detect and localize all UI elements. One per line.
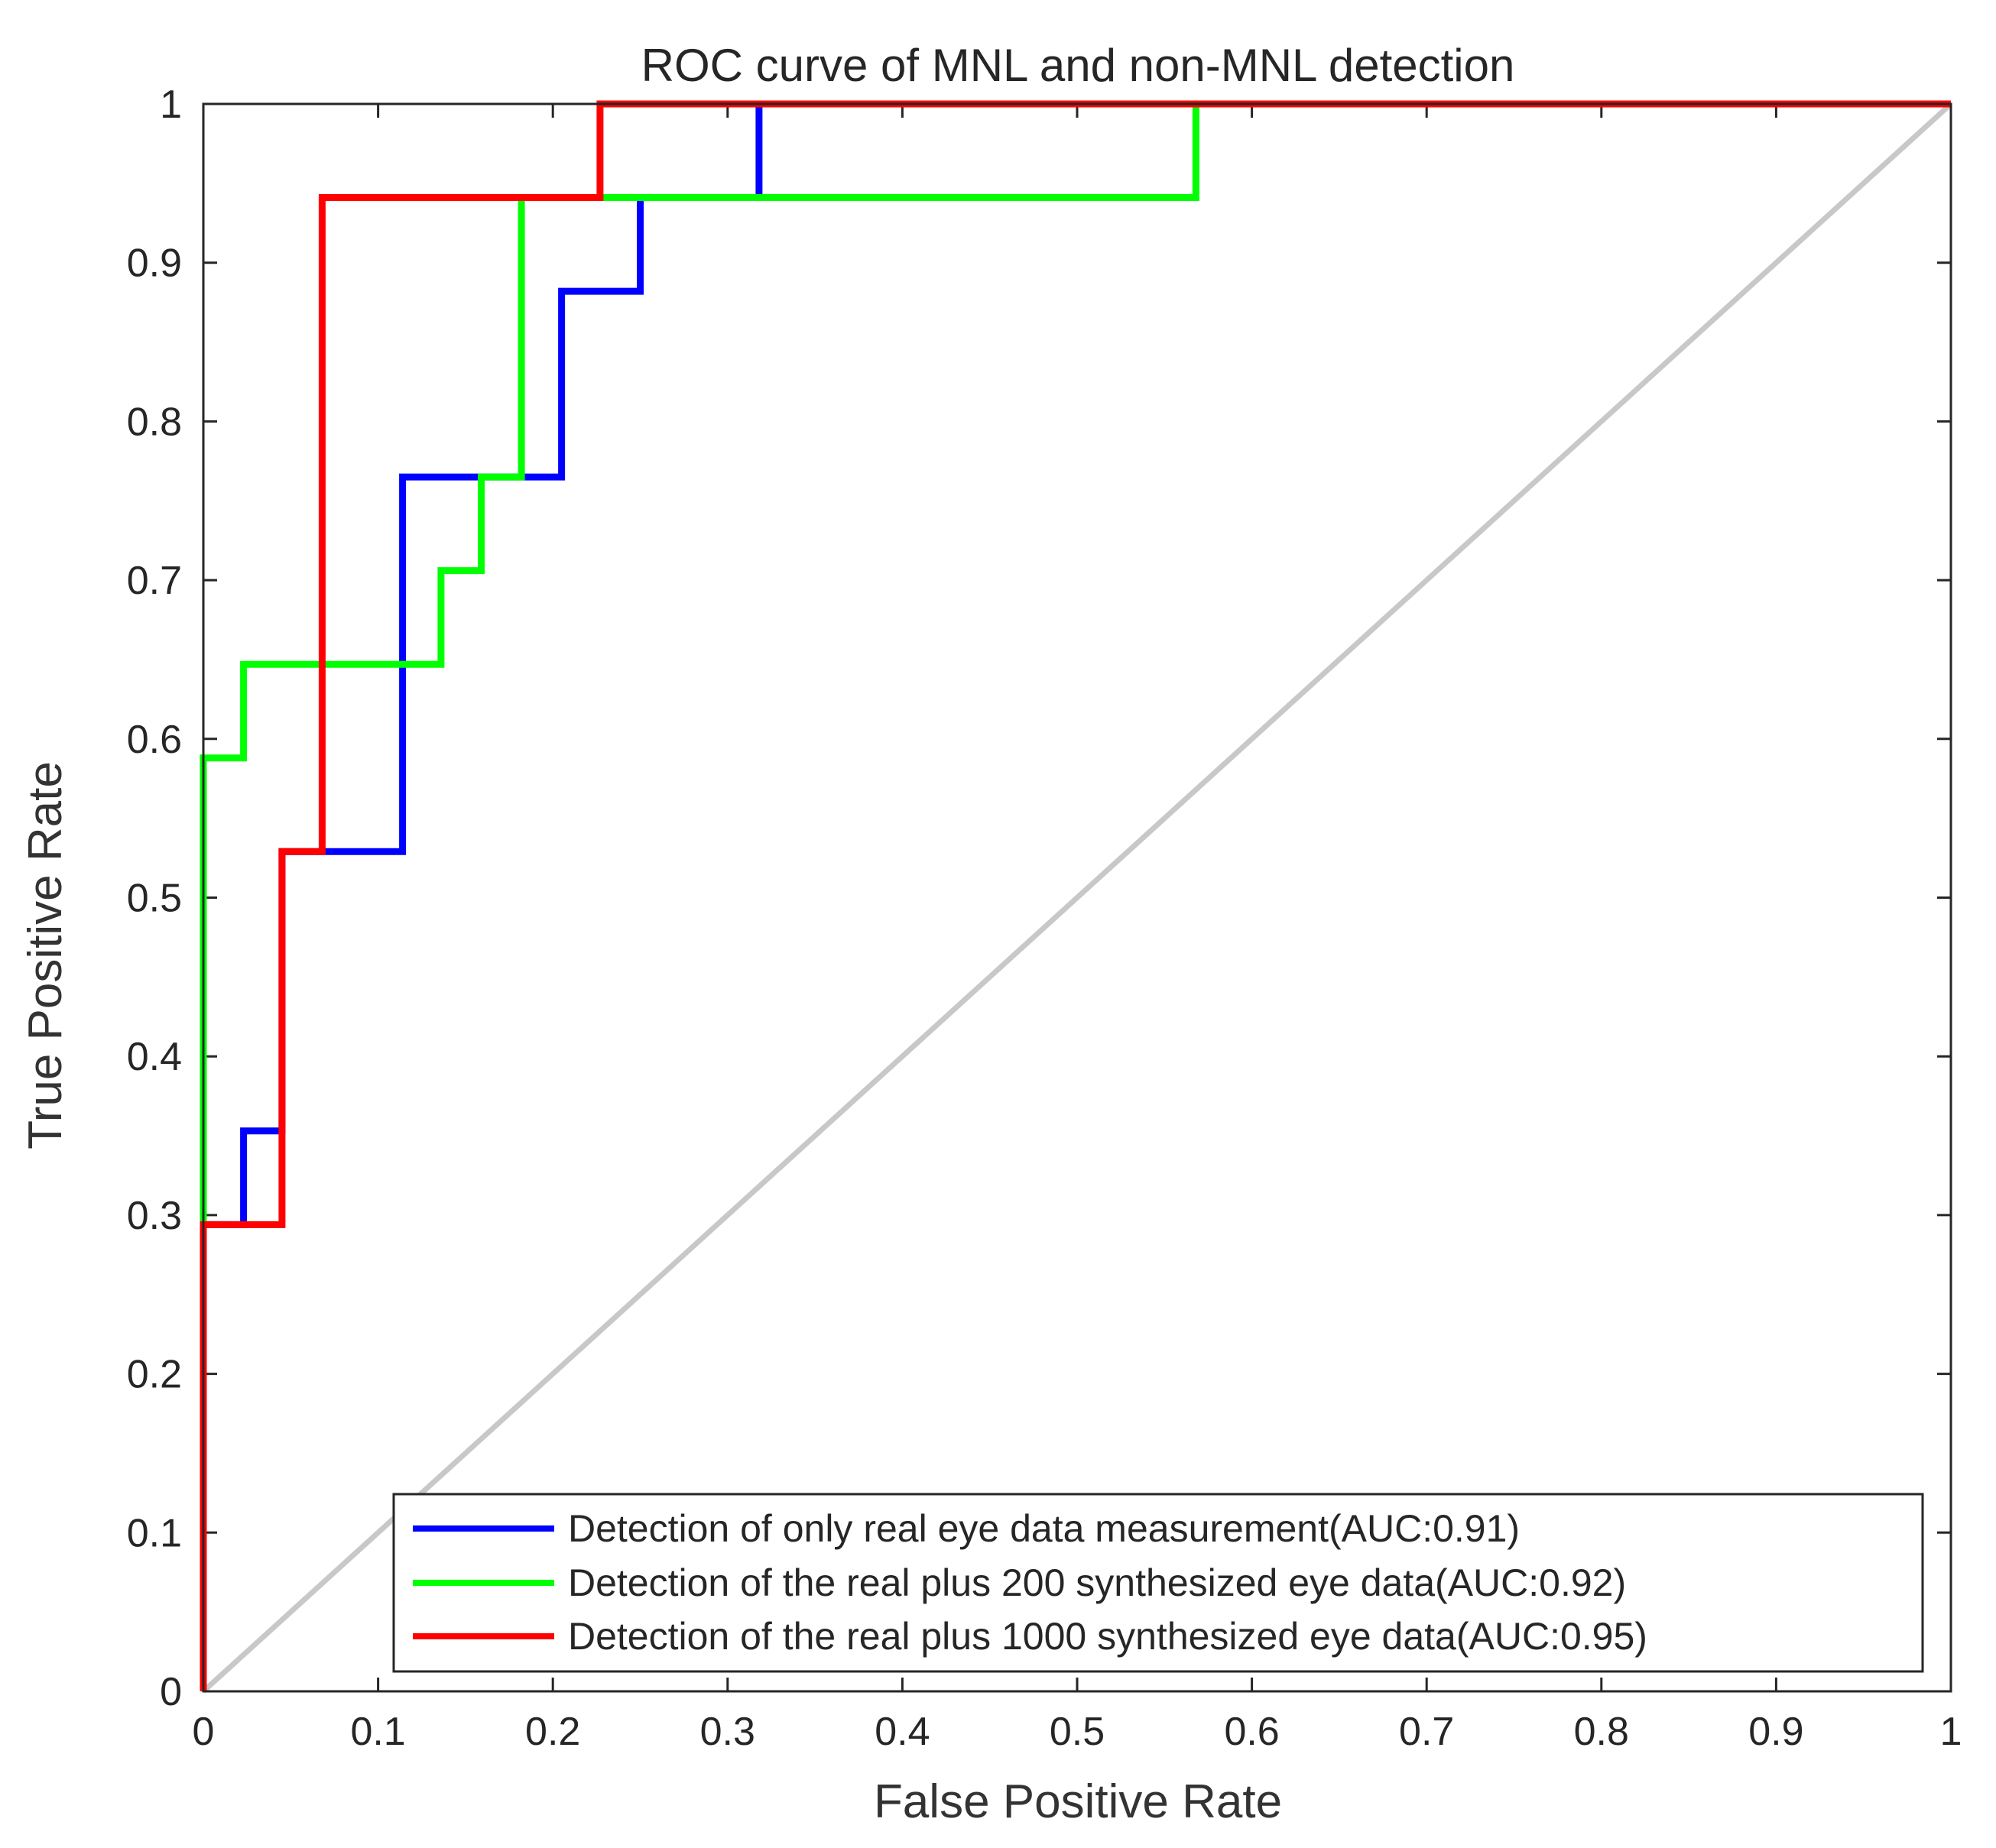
x-tick-label: 0.4 [875,1710,930,1754]
y-tick-label: 0.3 [127,1194,182,1238]
y-tick-label: 0.8 [127,400,182,444]
legend-label-200: Detection of the real plus 200 synthesiz… [568,1561,1626,1604]
x-tick-label: 0.7 [1399,1710,1454,1754]
ticks-layer: 0 0.1 0.2 0.3 0.4 0.5 0.6 0.7 0.8 0.9 1 0 0.1 0.2 0.3 0… [127,83,1962,1754]
chart-title: ROC curve of MNL and non-MNL detection [641,40,1515,91]
x-tick-label: 0.9 [1748,1710,1803,1754]
x-tick-label: 0.2 [525,1710,580,1754]
y-tick-label: 0.1 [127,1511,182,1555]
plot-frame [202,102,1952,1693]
y-tick-label: 0.6 [127,718,182,762]
x-tick-label: 0.1 [350,1710,405,1754]
legend-box [392,1493,1924,1673]
y-tick-label: 0.2 [127,1353,182,1397]
y-tick-label: 0.4 [127,1035,182,1079]
y-tick-label: 1 [160,83,182,127]
y-tick-label: 0.5 [127,877,182,921]
roc-line-real-plus-200 [200,100,1951,1691]
x-tick-label: 1 [1940,1710,1962,1754]
x-tick-label: 0.8 [1574,1710,1629,1754]
x-axis-label: False Positive Rate [874,1775,1282,1828]
series-layer [200,100,1951,1691]
legend-label-real: Detection of only real eye data measurem… [568,1507,1520,1550]
x-tick-label: 0 [193,1710,215,1754]
y-tick-label: 0.9 [127,242,182,286]
roc-line-real-plus-1000 [200,100,1951,1691]
y-axis-label: True Positive Rate [19,761,72,1149]
x-tick-label: 0.5 [1050,1710,1105,1754]
y-tick-label: 0.7 [127,559,182,603]
x-tick-label: 0.6 [1224,1710,1279,1754]
legend-label-1000: Detection of the real plus 1000 synthesi… [568,1615,1647,1658]
x-tick-label: 0.3 [700,1710,755,1754]
chance-diagonal-line [201,102,1953,1694]
reference-layer [201,102,1953,1694]
legend: Detection of only real eye data measurem… [392,1493,1924,1673]
y-tick-label: 0 [160,1670,182,1714]
